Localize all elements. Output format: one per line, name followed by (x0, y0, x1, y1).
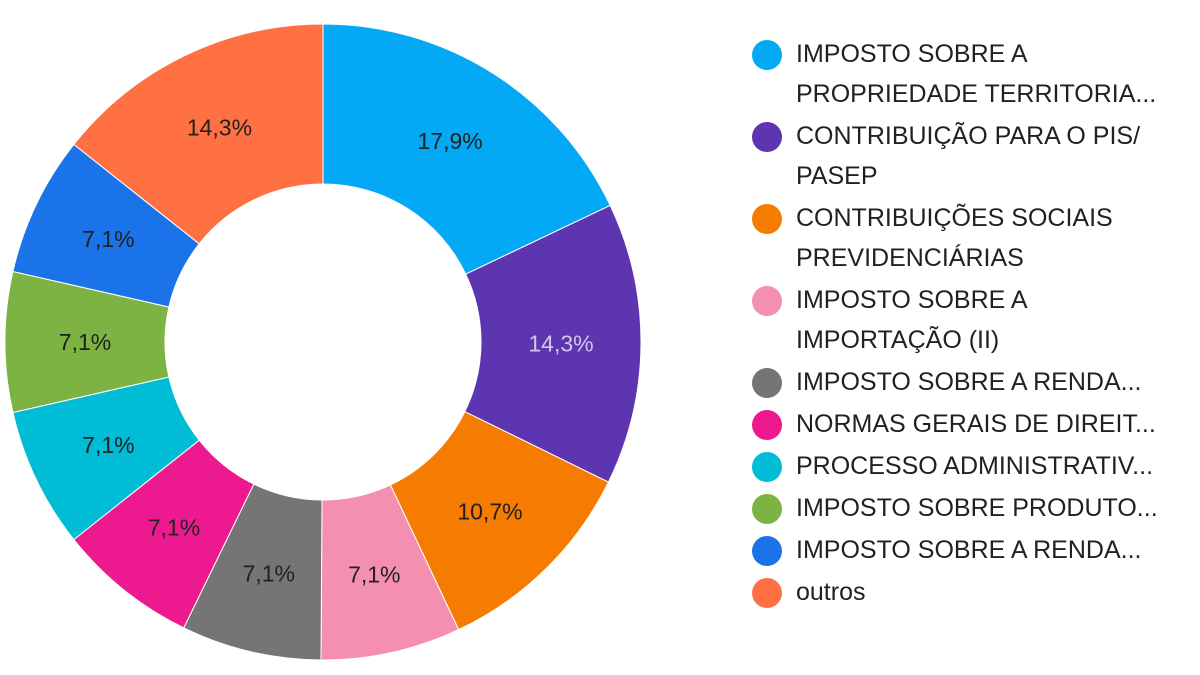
legend-swatch (752, 494, 782, 524)
legend-swatch (752, 40, 782, 70)
legend-label-line: IMPOSTO SOBRE A (796, 40, 1028, 68)
legend-swatch (752, 286, 782, 316)
slice-label-2: 14,3% (528, 330, 593, 356)
legend-label-line: NORMAS GERAIS DE DIREIT... (796, 410, 1156, 438)
legend-label-line: IMPOSTO SOBRE A RENDA... (796, 536, 1142, 564)
legend-label-line: CONTRIBUIÇÃO PARA O PIS/ (796, 122, 1141, 150)
legend-label: IMPOSTO SOBRE A RENDA... (796, 362, 1186, 402)
legend-label: CONTRIBUIÇÕES SOCIAIS PREVIDENCIÁRIAS (796, 198, 1186, 278)
slice-label-3: 10,7% (457, 499, 522, 525)
slice-label-8: 7,1% (59, 329, 111, 355)
donut-slice-1 (322, 23, 611, 275)
legend-item-4[interactable]: IMPOSTO SOBRE A IMPORTAÇÃO (II) (752, 280, 1192, 360)
chart-legend: IMPOSTO SOBRE A PROPRIEDADE TERRITORIA...… (752, 34, 1192, 614)
legend-swatch (752, 452, 782, 482)
legend-item-7[interactable]: PROCESSO ADMINISTRATIV... (752, 446, 1192, 486)
donut-slice-labels: 17,9% 14,3% 10,7% 7,1% 7,1% 7,1% 7,1% 7,1% 7,1% 1… (59, 115, 594, 588)
legend-label: IMPOSTO SOBRE A PROPRIEDADE TERRITORIA... (796, 34, 1186, 114)
legend-item-10[interactable]: outros (752, 572, 1192, 612)
legend-label-line: IMPOSTO SOBRE A RENDA... (796, 368, 1142, 396)
legend-swatch (752, 204, 782, 234)
slice-label-5: 7,1% (243, 561, 295, 587)
legend-swatch (752, 536, 782, 566)
legend-item-5[interactable]: IMPOSTO SOBRE A RENDA... (752, 362, 1192, 402)
legend-item-6[interactable]: NORMAS GERAIS DE DIREIT... (752, 404, 1192, 444)
donut-slice-10 (73, 23, 324, 245)
slice-label-4: 7,1% (348, 561, 400, 587)
slice-label-10: 14,3% (187, 115, 252, 141)
legend-label-line: PROPRIEDADE TERRITORIA... (796, 80, 1157, 108)
legend-label-line: CONTRIBUIÇÕES SOCIAIS (796, 204, 1113, 232)
legend-label: PROCESSO ADMINISTRATIV... (796, 446, 1186, 486)
legend-label-line: IMPORTAÇÃO (II) (796, 326, 1000, 354)
legend-label: IMPOSTO SOBRE A IMPORTAÇÃO (II) (796, 280, 1186, 360)
donut-slices (4, 23, 642, 661)
legend-label: CONTRIBUIÇÃO PARA O PIS/PASEP (796, 116, 1186, 196)
slice-label-1: 17,9% (418, 128, 483, 154)
donut-slice-2 (464, 204, 642, 483)
legend-item-1[interactable]: IMPOSTO SOBRE A PROPRIEDADE TERRITORIA... (752, 34, 1192, 114)
legend-swatch (752, 578, 782, 608)
legend-label: IMPOSTO SOBRE A RENDA... (796, 530, 1186, 570)
slice-label-7: 7,1% (82, 432, 134, 458)
donut-chart: 17,9% 14,3% 10,7% 7,1% 7,1% 7,1% 7,1% 7,1% 7,1% 1… (4, 23, 642, 661)
legend-item-2[interactable]: CONTRIBUIÇÃO PARA O PIS/PASEP (752, 116, 1192, 196)
slice-label-6: 7,1% (148, 515, 200, 541)
legend-label: IMPOSTO SOBRE PRODUTO... (796, 488, 1186, 528)
legend-swatch (752, 410, 782, 440)
legend-label-line: PREVIDENCIÁRIAS (796, 244, 1024, 272)
legend-label-line: IMPOSTO SOBRE A (796, 286, 1028, 314)
slice-label-9: 7,1% (82, 226, 134, 252)
legend-swatch (752, 368, 782, 398)
legend-label-line: outros (796, 578, 866, 606)
legend-label-line: PASEP (796, 162, 878, 190)
legend-swatch (752, 122, 782, 152)
legend-label-line: PROCESSO ADMINISTRATIV... (796, 452, 1154, 480)
legend-item-3[interactable]: CONTRIBUIÇÕES SOCIAIS PREVIDENCIÁRIAS (752, 198, 1192, 278)
legend-item-8[interactable]: IMPOSTO SOBRE PRODUTO... (752, 488, 1192, 528)
legend-label-line: IMPOSTO SOBRE PRODUTO... (796, 494, 1158, 522)
legend-label: NORMAS GERAIS DE DIREIT... (796, 404, 1186, 444)
legend-item-9[interactable]: IMPOSTO SOBRE A RENDA... (752, 530, 1192, 570)
legend-label: outros (796, 572, 1186, 612)
